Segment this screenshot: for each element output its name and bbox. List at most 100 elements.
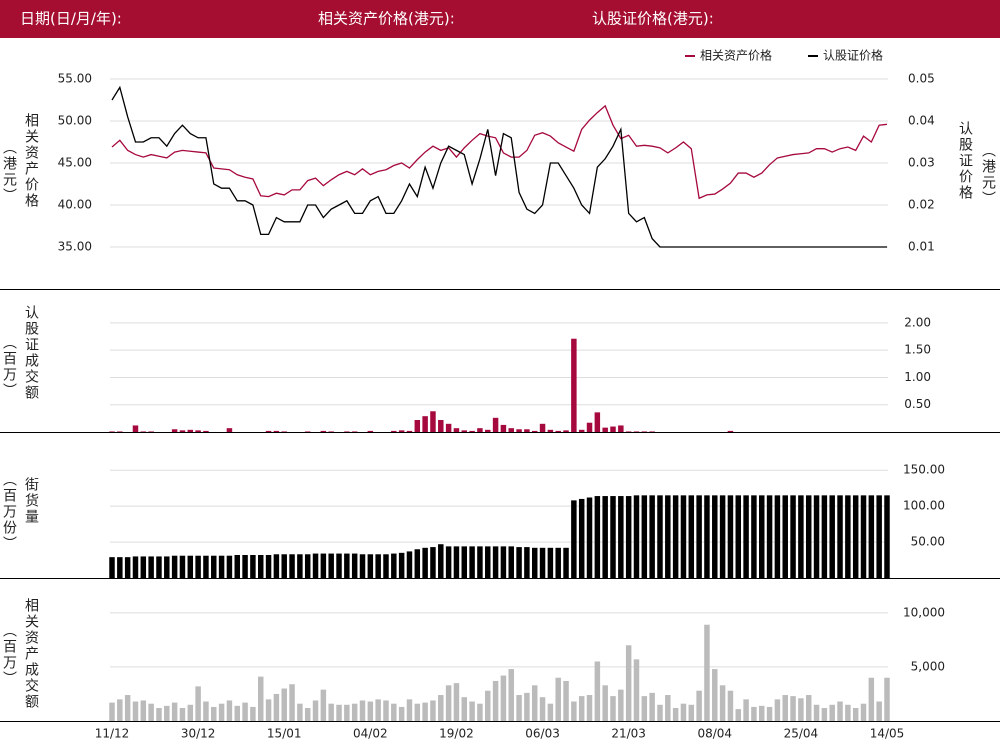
legend-label: 相关资产价格 bbox=[700, 48, 772, 63]
bar bbox=[571, 701, 577, 721]
bar bbox=[328, 431, 334, 432]
bar bbox=[273, 554, 280, 578]
bar bbox=[837, 701, 843, 721]
y-tick-label: 50.00 bbox=[911, 535, 945, 549]
bar bbox=[320, 430, 327, 432]
bar bbox=[571, 338, 577, 432]
bar bbox=[234, 555, 240, 578]
x-tick-label: 14/05 bbox=[870, 727, 905, 741]
bar bbox=[140, 431, 147, 432]
bar bbox=[766, 706, 773, 721]
bar bbox=[438, 695, 444, 721]
x-tick-label: 08/04 bbox=[697, 727, 732, 741]
bar bbox=[500, 424, 507, 432]
bar bbox=[328, 553, 334, 578]
bar bbox=[860, 703, 867, 721]
y-tick-label: 2.00 bbox=[904, 315, 931, 329]
bar bbox=[242, 702, 248, 721]
bar bbox=[813, 495, 820, 578]
bar bbox=[336, 704, 342, 721]
bar bbox=[845, 704, 851, 721]
bar bbox=[438, 544, 444, 578]
bar bbox=[751, 495, 757, 578]
bar bbox=[148, 703, 154, 721]
bar bbox=[445, 423, 452, 432]
bar bbox=[477, 703, 483, 721]
bar bbox=[250, 555, 256, 578]
bar bbox=[171, 702, 178, 721]
bar bbox=[790, 495, 796, 578]
bar bbox=[211, 555, 217, 578]
y-tick-label: 35.00 bbox=[58, 239, 92, 253]
bar bbox=[782, 695, 788, 721]
bar bbox=[805, 695, 812, 721]
bar bbox=[751, 706, 757, 721]
bar bbox=[563, 680, 569, 721]
bar bbox=[852, 708, 859, 721]
bar bbox=[649, 692, 655, 721]
bar bbox=[876, 701, 882, 721]
bar bbox=[578, 429, 585, 432]
bar bbox=[696, 495, 702, 578]
bar bbox=[203, 430, 209, 432]
bar bbox=[524, 547, 530, 578]
bar bbox=[375, 554, 381, 578]
bar bbox=[618, 425, 624, 432]
bar bbox=[164, 556, 170, 578]
header-bar bbox=[0, 0, 1000, 38]
bar bbox=[351, 431, 358, 432]
y-tick-label: 10,000 bbox=[903, 605, 945, 619]
bar bbox=[492, 680, 499, 721]
bar bbox=[837, 495, 843, 578]
bar bbox=[594, 412, 601, 432]
bar bbox=[132, 556, 139, 578]
bar bbox=[633, 495, 640, 578]
bar bbox=[665, 495, 671, 578]
bar bbox=[477, 428, 483, 432]
bar bbox=[391, 430, 397, 432]
bar bbox=[179, 555, 186, 578]
bar bbox=[618, 496, 624, 578]
bar bbox=[727, 495, 734, 578]
bar bbox=[735, 495, 742, 578]
bar bbox=[531, 430, 538, 432]
bar bbox=[383, 700, 389, 721]
y-tick-label: 50.00 bbox=[58, 113, 92, 127]
bar bbox=[117, 699, 123, 721]
bar bbox=[868, 495, 875, 578]
bar bbox=[195, 555, 201, 578]
bar bbox=[516, 547, 522, 578]
y-tick-label: 40.00 bbox=[58, 197, 92, 211]
bar bbox=[351, 703, 358, 721]
bar bbox=[179, 430, 186, 432]
bar bbox=[790, 696, 796, 721]
bar bbox=[438, 420, 444, 432]
y-axis-unit: （百万） bbox=[1, 623, 17, 687]
bar bbox=[265, 555, 272, 578]
bar bbox=[430, 411, 436, 432]
bar bbox=[555, 677, 561, 721]
bar bbox=[829, 495, 835, 578]
bar bbox=[649, 431, 655, 432]
x-tick-label: 04/02 bbox=[353, 727, 388, 741]
bar bbox=[422, 547, 428, 578]
bar bbox=[124, 695, 131, 721]
bar bbox=[610, 696, 616, 721]
bar bbox=[132, 425, 139, 432]
y2-tick-label: 0.02 bbox=[908, 197, 935, 211]
bar bbox=[586, 497, 593, 578]
bar bbox=[719, 495, 726, 578]
bar bbox=[461, 430, 468, 432]
bar bbox=[531, 547, 538, 578]
y-tick-label: 5,000 bbox=[911, 659, 945, 673]
bar bbox=[469, 546, 475, 578]
bar bbox=[304, 708, 311, 721]
bar bbox=[140, 556, 147, 578]
bar bbox=[351, 553, 358, 578]
bar bbox=[359, 700, 366, 721]
bar bbox=[805, 495, 812, 578]
bar bbox=[492, 417, 499, 432]
bar bbox=[704, 624, 710, 721]
bar bbox=[461, 546, 468, 578]
y2-tick-label: 0.03 bbox=[908, 155, 935, 169]
